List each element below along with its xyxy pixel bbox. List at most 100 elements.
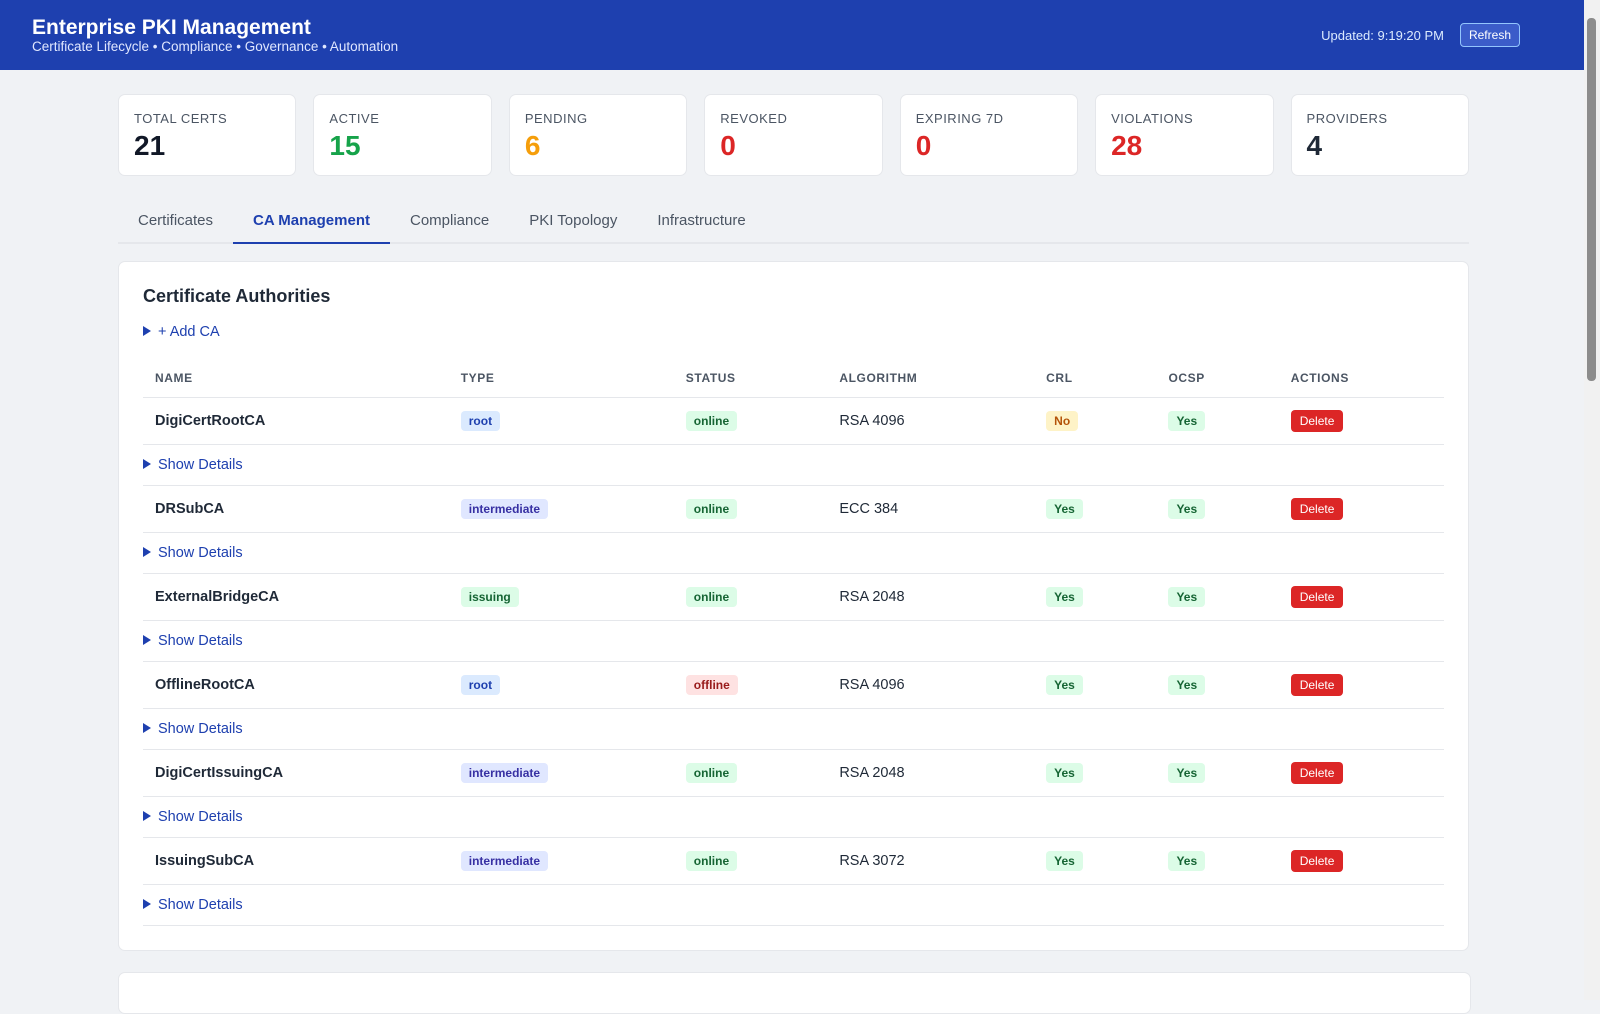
show-details-label[interactable]: Show Details xyxy=(158,457,243,473)
badge: intermediate xyxy=(460,763,549,783)
updated-time: Updated: 9:19:20 PM xyxy=(1321,28,1444,43)
cell: issuing xyxy=(448,573,674,621)
badge: Yes xyxy=(1046,499,1083,519)
delete-button[interactable]: Delete xyxy=(1290,850,1344,872)
cell: Yes xyxy=(1156,837,1279,885)
main: TOTAL CERTS 21 ACTIVE 15 PENDING 6 REVOKED 0 EXP… xyxy=(118,94,1469,951)
cell: RSA 2048 xyxy=(827,573,1035,621)
refresh-button[interactable]: Refresh xyxy=(1459,23,1520,47)
ca-row: DRSubCA intermediate online ECC 384 Yes Yes De… xyxy=(143,485,1444,533)
show-details[interactable]: Show Details xyxy=(143,545,243,561)
badge: issuing xyxy=(460,587,519,607)
column-header: NAME xyxy=(143,359,449,398)
column-header: CRL xyxy=(1034,359,1157,398)
ca-table: NAME TYPE STATUS ALGORITHM CRL OCSP ACTIONS Dig… xyxy=(143,359,1444,926)
badge: Yes xyxy=(1168,851,1206,871)
show-details[interactable]: Show Details xyxy=(143,633,243,649)
show-details[interactable]: Show Details xyxy=(143,809,243,825)
badge: Yes xyxy=(1168,587,1206,607)
badge: Yes xyxy=(1046,675,1083,695)
delete-button[interactable]: Delete xyxy=(1290,498,1344,520)
stat-value: 0 xyxy=(915,130,932,161)
show-details[interactable]: Show Details xyxy=(143,457,243,473)
tab[interactable]: Compliance xyxy=(410,212,490,229)
triangle[interactable] xyxy=(143,899,151,909)
cell: Delete xyxy=(1278,397,1444,445)
delete-button[interactable]: Delete xyxy=(1290,586,1344,608)
badge: Yes xyxy=(1168,675,1206,695)
ca-row: OfflineRootCA root offline RSA 4096 Yes Yes De… xyxy=(143,661,1444,709)
cell: RSA 4096 xyxy=(827,661,1035,709)
stat-card: VIOLATIONS 28 xyxy=(1095,94,1274,176)
add-ca[interactable]: + Add CA xyxy=(143,323,1444,341)
badge: online xyxy=(685,763,738,783)
delete-button[interactable]: Delete xyxy=(1290,762,1344,784)
details-row: Show Details xyxy=(143,796,1444,838)
stats: TOTAL CERTS 21 ACTIVE 15 PENDING 6 REVOKED 0 EXP… xyxy=(118,94,1469,176)
triangle[interactable] xyxy=(143,459,151,469)
triangle[interactable] xyxy=(143,547,151,557)
show-details[interactable]: Show Details xyxy=(143,897,243,913)
details-row: Show Details xyxy=(143,620,1444,662)
badge: intermediate xyxy=(460,851,549,871)
badge: Yes xyxy=(1046,587,1083,607)
show-details-label[interactable]: Show Details xyxy=(158,809,243,825)
stat-value: 28 xyxy=(1111,130,1143,161)
cell: DRSubCA xyxy=(143,485,449,533)
show-details-label[interactable]: Show Details xyxy=(158,721,243,737)
show-details[interactable]: Show Details xyxy=(143,721,243,737)
show-details-label[interactable]: Show Details xyxy=(158,897,243,913)
scroll-thumb[interactable] xyxy=(1587,18,1596,381)
next-panel xyxy=(118,972,1471,1014)
delete-button[interactable]: Delete xyxy=(1290,410,1344,432)
cell: ECC 384 xyxy=(827,485,1035,533)
cell: online xyxy=(673,837,828,885)
stat-label: TOTAL CERTS xyxy=(134,111,228,126)
cell: No xyxy=(1034,397,1157,445)
stat-card: PROVIDERS 4 xyxy=(1290,94,1469,176)
scrollbar[interactable] xyxy=(1584,0,1600,1000)
cell: online xyxy=(673,397,828,445)
details-row: Show Details xyxy=(143,884,1444,926)
tab[interactable]: CA Management xyxy=(233,200,390,244)
triangle[interactable] xyxy=(143,811,151,821)
stat-value: 0 xyxy=(720,130,736,161)
stat-value: 15 xyxy=(329,130,361,161)
badge: Yes xyxy=(1168,499,1206,519)
badge: Yes xyxy=(1046,851,1083,871)
cell: ExternalBridgeCA xyxy=(143,573,449,621)
badge: Yes xyxy=(1168,411,1206,431)
tab[interactable]: Infrastructure xyxy=(657,212,746,229)
tabs: Certificates CA Management Compliance PKI T… xyxy=(118,200,1469,244)
cell: Delete xyxy=(1278,837,1444,885)
cell: Yes xyxy=(1156,661,1279,709)
badge: root xyxy=(460,411,501,431)
tab[interactable]: PKI Topology xyxy=(529,212,618,229)
cell: Yes xyxy=(1034,749,1157,797)
delete-button[interactable]: Delete xyxy=(1290,674,1344,696)
stat-card: PENDING 6 xyxy=(508,94,688,176)
cell: IssuingSubCA xyxy=(143,837,449,885)
triangle[interactable] xyxy=(143,723,151,733)
cell: Delete xyxy=(1278,485,1444,533)
cell: Yes xyxy=(1156,749,1279,797)
show-details-label[interactable]: Show Details xyxy=(158,545,243,561)
triangle[interactable] xyxy=(143,635,151,645)
badge: online xyxy=(685,499,738,519)
show-details-label[interactable]: Show Details xyxy=(158,633,243,649)
stat-card: REVOKED 0 xyxy=(704,94,883,176)
ca-row: DigiCertRootCA root online RSA 4096 No Yes Del… xyxy=(143,397,1444,445)
cell: Yes xyxy=(1034,661,1157,709)
column-header: TYPE xyxy=(448,359,674,398)
cell: RSA 4096 xyxy=(827,397,1035,445)
add-ca-label[interactable]: + Add CA xyxy=(158,324,220,340)
tab[interactable]: Certificates xyxy=(138,212,214,229)
app-title: Enterprise PKI Management xyxy=(32,16,311,39)
cell: Yes xyxy=(1034,485,1157,533)
cell: Show Details xyxy=(143,884,1444,926)
panel-title: Certificate Authorities xyxy=(143,286,331,306)
cell: Delete xyxy=(1278,573,1444,621)
badge: offline xyxy=(685,675,738,695)
cell: online xyxy=(673,573,828,621)
cell: online xyxy=(673,485,828,533)
